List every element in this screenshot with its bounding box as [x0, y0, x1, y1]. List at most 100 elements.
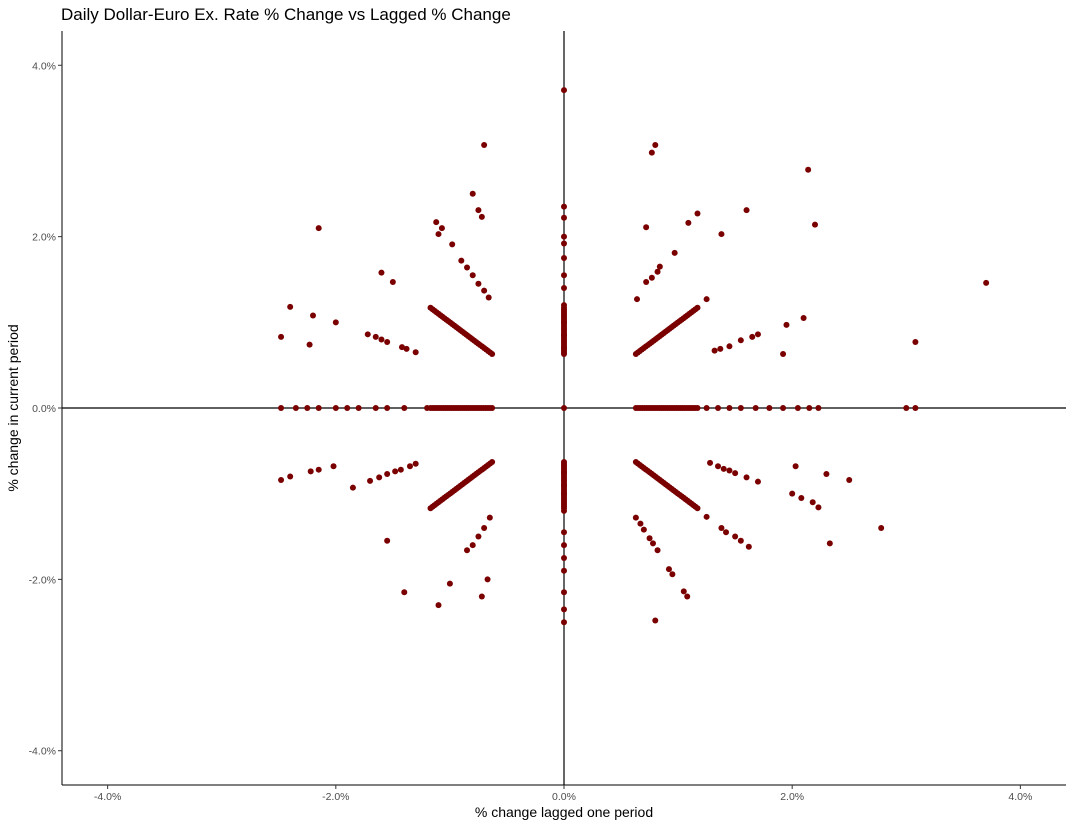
data-point: [427, 304, 434, 311]
data-point: [685, 219, 692, 226]
data-point: [718, 524, 725, 531]
data-point: [278, 476, 285, 483]
data-point: [715, 463, 722, 470]
data-point: [665, 566, 672, 573]
y-axis-title: % change in current period: [5, 324, 21, 491]
x-tick-label: 4.0%: [1008, 791, 1032, 803]
data-point: [718, 231, 725, 238]
data-point: [398, 344, 405, 351]
x-tick-label: -4.0%: [94, 791, 121, 803]
data-point: [703, 405, 710, 411]
data-point: [723, 529, 730, 536]
data-point: [412, 460, 419, 467]
data-point: [469, 542, 476, 549]
data-point: [364, 331, 371, 338]
data-point: [561, 240, 567, 247]
data-point: [486, 514, 493, 521]
data-point: [715, 405, 722, 411]
data-point: [732, 533, 739, 540]
data-point: [378, 336, 385, 343]
data-point: [449, 241, 456, 248]
data-point: [737, 537, 744, 544]
data-point: [694, 304, 701, 311]
data-point: [643, 224, 650, 231]
data-point: [435, 231, 442, 238]
data-point: [330, 463, 337, 470]
data-point: [384, 339, 391, 346]
data-point: [484, 576, 491, 583]
data-point: [561, 554, 567, 561]
data-point: [805, 166, 812, 173]
data-point: [694, 405, 701, 411]
data-point: [478, 213, 485, 220]
data-point: [561, 255, 567, 262]
data-point: [278, 405, 285, 411]
data-point: [737, 337, 744, 344]
data-point: [433, 219, 440, 226]
data-point: [743, 207, 750, 214]
data-point: [438, 225, 445, 232]
data-point: [481, 524, 488, 531]
data-point: [680, 588, 687, 595]
data-point: [384, 537, 391, 544]
data-point: [749, 333, 756, 340]
x-axis-ticks: -4.0% -2.0% 0.0% 2.0% 4.0%: [94, 785, 1032, 803]
data-point: [561, 589, 567, 596]
data-point: [766, 405, 773, 411]
data-point: [561, 87, 567, 94]
data-point: [372, 333, 379, 340]
data-point: [640, 526, 647, 533]
data-point: [376, 474, 383, 481]
data-point: [752, 405, 759, 411]
data-point: [717, 345, 724, 352]
data-point: [789, 490, 796, 497]
data-point: [792, 463, 799, 470]
data-point: [458, 257, 465, 264]
data-point: [656, 263, 663, 270]
data-point: [278, 333, 285, 340]
data-point: [912, 405, 919, 411]
data-point: [315, 466, 322, 473]
data-point: [912, 339, 919, 346]
data-point: [344, 405, 351, 411]
data-point: [726, 467, 733, 474]
data-point: [745, 543, 752, 550]
data-point: [798, 494, 805, 501]
data-point: [464, 547, 471, 554]
data-point: [401, 405, 408, 411]
data-point: [846, 476, 853, 483]
data-point: [648, 149, 655, 156]
data-point: [446, 580, 453, 587]
data-point: [754, 478, 761, 485]
data-point: [292, 405, 299, 411]
x-axis-title: % change lagged one period: [475, 804, 653, 820]
data-point: [783, 321, 790, 328]
data-point: [823, 470, 830, 477]
data-point: [684, 593, 691, 600]
data-point: [694, 210, 701, 217]
data-point: [310, 312, 316, 319]
data-point: [654, 268, 661, 275]
data-point: [732, 470, 739, 477]
data-point: [412, 349, 419, 356]
data-point: [367, 477, 374, 484]
data-point: [384, 470, 391, 477]
data-point: [481, 287, 488, 294]
data-point: [469, 190, 476, 197]
data-point: [743, 474, 750, 481]
data-point: [703, 513, 710, 520]
data-point: [481, 141, 488, 148]
data-point: [397, 466, 404, 473]
data-point: [815, 405, 822, 411]
data-point: [475, 533, 482, 540]
data-point: [306, 341, 313, 348]
data-point: [561, 285, 567, 292]
data-point: [403, 345, 410, 352]
data-point: [561, 203, 567, 210]
data-point: [694, 505, 701, 512]
data-point: [806, 405, 813, 411]
data-point: [669, 571, 676, 578]
data-point: [332, 405, 339, 411]
data-point: [780, 351, 787, 358]
